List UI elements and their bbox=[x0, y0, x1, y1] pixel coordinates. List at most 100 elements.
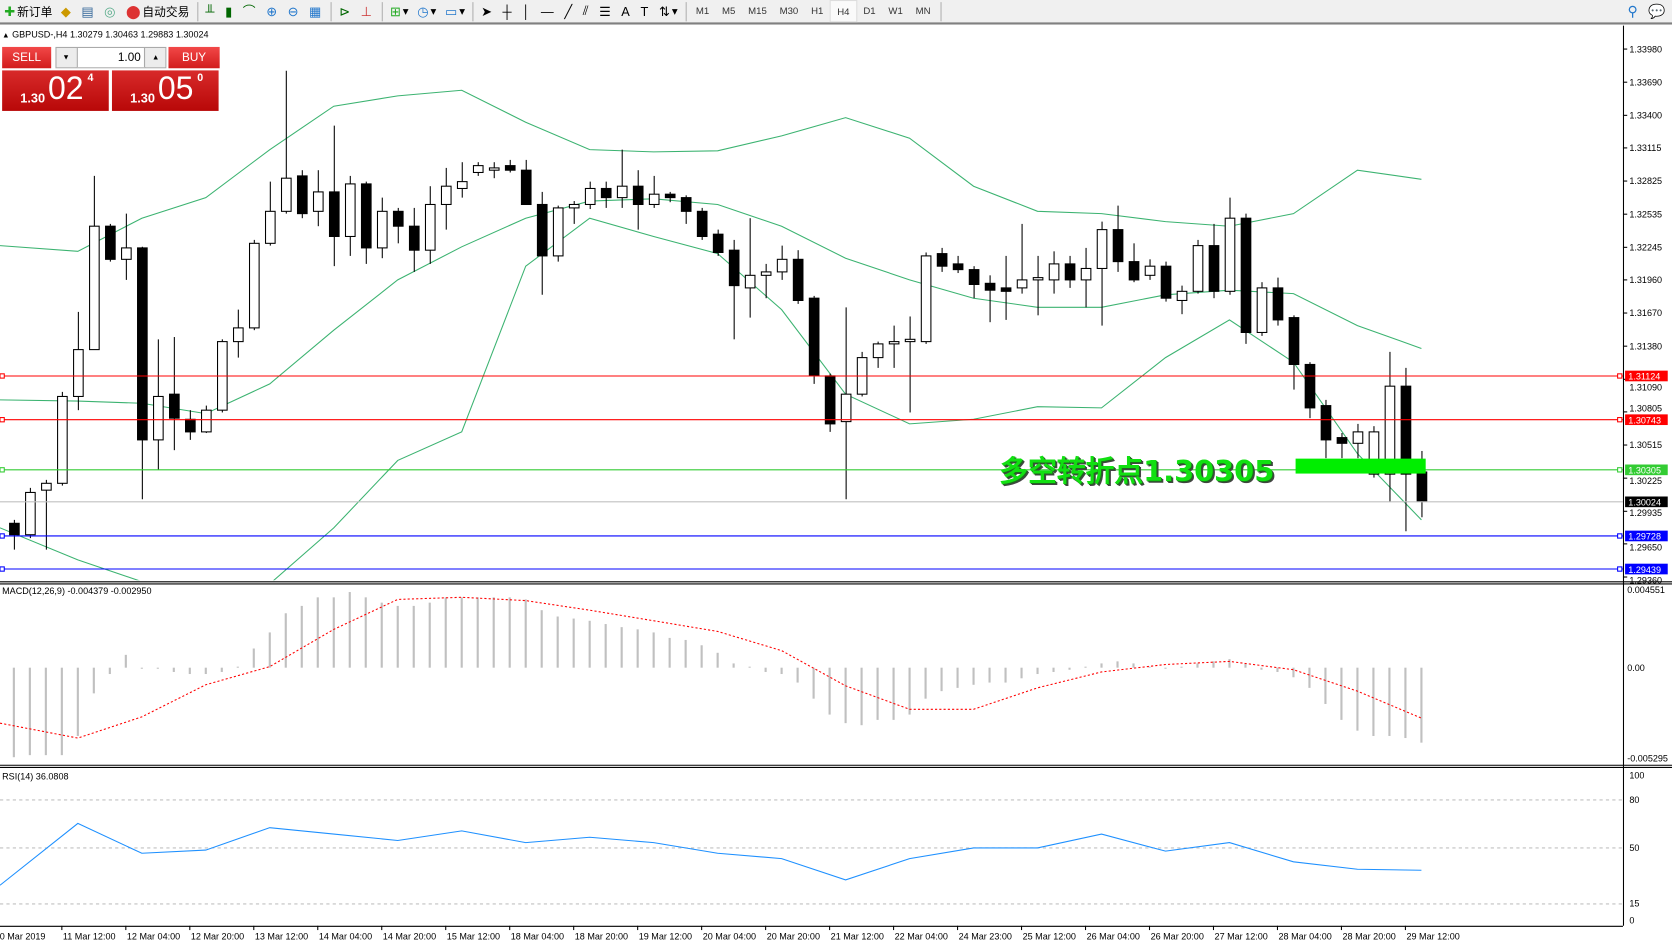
indicators-button[interactable]: ⊞ ▾ bbox=[386, 1, 413, 21]
zoom-in-button[interactable]: ⊕ bbox=[262, 1, 283, 21]
crosshair-button[interactable]: ┼ bbox=[498, 1, 518, 21]
buy-price[interactable]: 1.30 05 0 bbox=[111, 70, 219, 111]
candle bbox=[936, 247, 948, 272]
timeframe-h4[interactable]: H4 bbox=[829, 0, 857, 23]
candle-body bbox=[1336, 437, 1348, 444]
timeframe-h1[interactable]: H1 bbox=[811, 4, 824, 16]
market-watch-button[interactable]: ◆ bbox=[57, 1, 78, 21]
candle-body bbox=[1208, 245, 1220, 292]
candle bbox=[984, 275, 996, 323]
candle-body bbox=[392, 210, 404, 227]
candle-body bbox=[360, 183, 372, 249]
timeframe-m30[interactable]: M30 bbox=[779, 4, 799, 16]
line-chart-button[interactable]: ⌒ bbox=[239, 1, 262, 21]
macd-histogram-bar bbox=[1388, 667, 1391, 736]
price-tick-label: 1.30225 bbox=[1629, 476, 1662, 486]
candle bbox=[344, 175, 356, 256]
macd-histogram-bar bbox=[1260, 667, 1263, 670]
candle bbox=[568, 201, 580, 224]
macd-histogram-bar bbox=[172, 667, 175, 672]
chat-icon[interactable]: 💬 bbox=[1648, 2, 1666, 19]
lots-decrease-button[interactable]: ▼ bbox=[56, 47, 76, 68]
candle bbox=[57, 391, 68, 486]
timeframe-mn[interactable]: MN bbox=[915, 4, 931, 16]
candle bbox=[456, 162, 468, 198]
candle bbox=[1208, 223, 1220, 299]
candle-body bbox=[185, 418, 196, 433]
timeframe-m5[interactable]: M5 bbox=[721, 4, 736, 16]
candle bbox=[1048, 251, 1060, 294]
periods-button[interactable]: ◷ ▾ bbox=[413, 1, 441, 21]
pivot-annotation-text[interactable]: 多空转折点1.30305 bbox=[999, 455, 1275, 489]
timeframe-w1[interactable]: W1 bbox=[888, 4, 903, 16]
rsi-axis-label: 80 bbox=[1629, 795, 1639, 805]
pivot-marker-bar bbox=[1295, 458, 1426, 474]
candle-body bbox=[760, 271, 772, 276]
dropdown-arrow-icon: ▾ bbox=[671, 5, 678, 19]
candle bbox=[89, 175, 100, 351]
timeframe-m15[interactable]: M15 bbox=[748, 4, 767, 16]
macd-histogram-bar bbox=[204, 667, 207, 675]
buy-button[interactable]: BUY bbox=[168, 46, 220, 69]
horizontal-line-button[interactable]: — bbox=[537, 1, 560, 21]
cursor-button[interactable]: ➤ bbox=[477, 1, 498, 21]
candle-body bbox=[712, 233, 724, 254]
text-label-button[interactable]: T bbox=[636, 1, 654, 21]
candle-body bbox=[408, 225, 420, 251]
auto-scroll-icon: ⊳ bbox=[339, 3, 351, 19]
line-handle-right bbox=[1617, 533, 1623, 539]
sell-button[interactable]: SELL bbox=[2, 46, 52, 69]
candle-body bbox=[840, 393, 852, 423]
time-label: 29 Mar 12:00 bbox=[1406, 932, 1459, 942]
macd-histogram-bar bbox=[988, 667, 991, 683]
time-label: 14 Mar 20:00 bbox=[383, 932, 436, 942]
lots-input[interactable] bbox=[76, 47, 146, 68]
fibonacci-button[interactable]: ☰ bbox=[595, 1, 617, 21]
vertical-line-button[interactable]: │ bbox=[518, 1, 537, 21]
navigator-button[interactable]: ▤ bbox=[77, 1, 100, 21]
candle bbox=[1096, 221, 1108, 326]
sell-price[interactable]: 1.30 02 4 bbox=[2, 70, 109, 111]
new-order-button[interactable]: ✚ 新订单 bbox=[4, 3, 53, 19]
macd-histogram-bar bbox=[252, 648, 255, 668]
macd-histogram-bar bbox=[812, 667, 815, 699]
candle bbox=[121, 213, 132, 280]
trendline-button[interactable]: ╱ bbox=[560, 1, 578, 21]
candlestick-button[interactable]: ▮ bbox=[221, 1, 239, 21]
templates-button[interactable]: ▭ ▾ bbox=[441, 1, 470, 21]
lots-stepper: ▼ ▲ bbox=[55, 46, 167, 69]
auto-trading-button[interactable]: ⬤ 自动交易 bbox=[125, 3, 190, 19]
time-label: 15 Mar 12:00 bbox=[447, 932, 500, 942]
candle-body bbox=[232, 327, 244, 343]
zoom-out-button[interactable]: ⊖ bbox=[283, 1, 304, 21]
tile-windows-button[interactable]: ▦ bbox=[305, 1, 328, 21]
arrows-button[interactable]: ⇅ ▾ bbox=[655, 1, 682, 21]
auto-scroll-button[interactable]: ⊳ bbox=[335, 1, 356, 21]
dropdown-arrow-icon: ▾ bbox=[430, 5, 437, 19]
chart-shift-button[interactable]: ⊥ bbox=[356, 1, 378, 21]
candle bbox=[1304, 362, 1316, 419]
time-label: 18 Mar 20:00 bbox=[575, 932, 628, 942]
equidistant-channel-icon: ⫽ bbox=[582, 3, 589, 19]
collapse-triangle-icon[interactable]: ▲ bbox=[2, 31, 10, 40]
price-tick-label: 1.30805 bbox=[1629, 404, 1662, 414]
candle bbox=[792, 250, 804, 304]
time-label: 13 Mar 12:00 bbox=[255, 932, 308, 942]
text-button[interactable]: A bbox=[617, 1, 636, 21]
candle bbox=[856, 351, 868, 397]
signals-button[interactable]: ◎ bbox=[100, 1, 122, 21]
macd-histogram-bar bbox=[604, 624, 607, 668]
search-icon[interactable]: ⚲ bbox=[1627, 2, 1638, 19]
candle bbox=[968, 266, 980, 299]
candle-body bbox=[648, 193, 660, 206]
timeframe-d1[interactable]: D1 bbox=[863, 4, 876, 16]
bar-chart-button[interactable]: ╨ bbox=[201, 1, 221, 21]
line-handle-left bbox=[0, 417, 5, 423]
macd-histogram-bar bbox=[748, 666, 751, 668]
lots-increase-button[interactable]: ▲ bbox=[146, 47, 166, 68]
equidistant-channel-button[interactable]: ⫽ bbox=[578, 1, 594, 21]
candle-body bbox=[600, 187, 612, 199]
candle bbox=[488, 162, 500, 179]
timeframe-m1[interactable]: M1 bbox=[695, 4, 710, 16]
